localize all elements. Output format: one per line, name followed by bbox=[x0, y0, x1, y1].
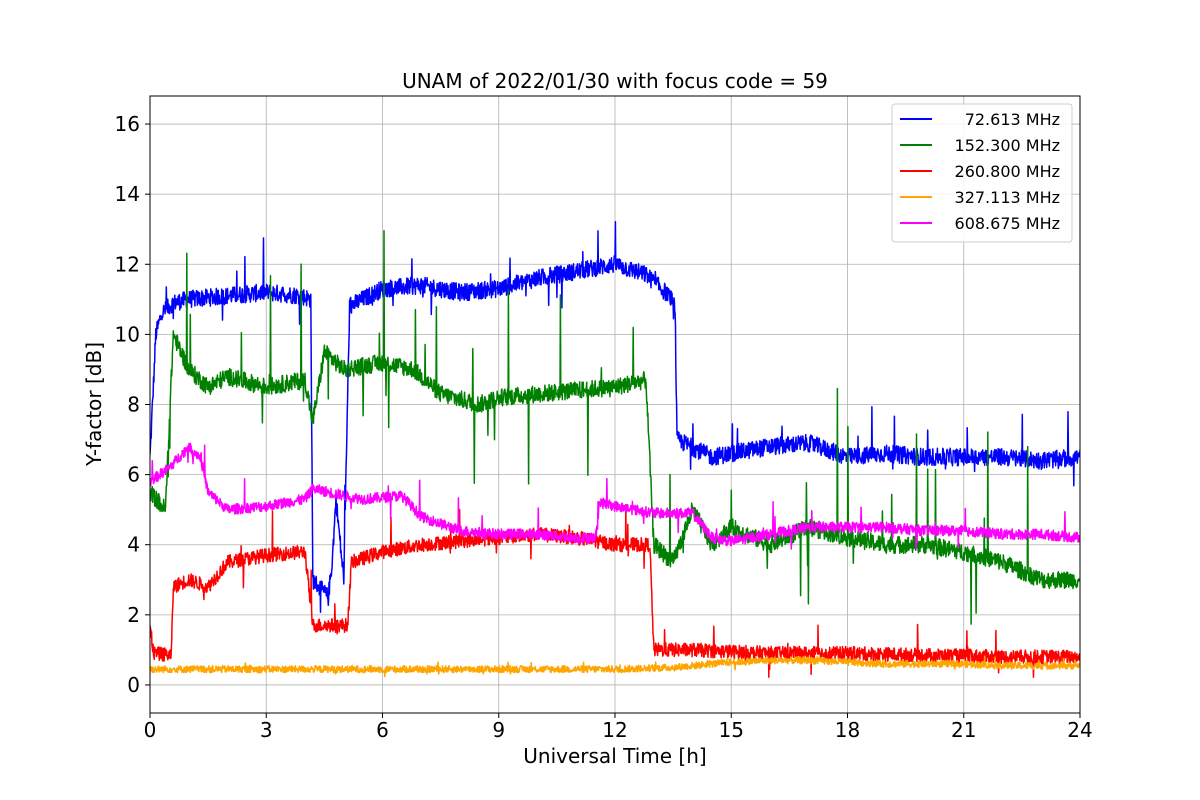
series-lines bbox=[150, 221, 1080, 679]
x-tick-label: 3 bbox=[260, 718, 273, 742]
y-tick-label: 16 bbox=[115, 112, 140, 136]
x-axis-label: Universal Time [h] bbox=[523, 744, 706, 768]
y-tick-label: 0 bbox=[127, 673, 140, 697]
legend-label: 608.675 MHz bbox=[955, 214, 1060, 233]
y-tick-label: 4 bbox=[127, 533, 140, 557]
chart-title: UNAM of 2022/01/30 with focus code = 59 bbox=[402, 69, 828, 93]
y-tick-label: 10 bbox=[115, 322, 140, 346]
x-tick-label: 21 bbox=[951, 718, 976, 742]
x-tick-label: 6 bbox=[376, 718, 389, 742]
series-line-0 bbox=[150, 221, 1080, 614]
y-tick-label: 14 bbox=[115, 182, 140, 206]
legend-label: 260.800 MHz bbox=[955, 162, 1060, 181]
series-line-1 bbox=[150, 230, 1080, 625]
y-tick-label: 2 bbox=[127, 603, 140, 627]
x-tick-label: 15 bbox=[719, 718, 744, 742]
y-tick-label: 12 bbox=[115, 252, 140, 276]
x-tick-label: 24 bbox=[1067, 718, 1092, 742]
series-line-3 bbox=[150, 655, 1080, 678]
x-tick-label: 12 bbox=[602, 718, 627, 742]
y-tick-label: 6 bbox=[127, 463, 140, 487]
legend-label: 72.613 MHz bbox=[965, 110, 1060, 129]
y-axis-label: Y-factor [dB] bbox=[82, 342, 106, 467]
legend-label: 327.113 MHz bbox=[955, 188, 1060, 207]
legend-label: 152.300 MHz bbox=[955, 136, 1060, 155]
series-line-2 bbox=[150, 504, 1080, 679]
x-tick-label: 9 bbox=[492, 718, 505, 742]
x-tick-label: 0 bbox=[144, 718, 157, 742]
legend: 72.613 MHz 152.300 MHz 260.800 MHz 327.113 … bbox=[891, 103, 1073, 243]
x-tick-label: 18 bbox=[835, 718, 860, 742]
y-tick-label: 8 bbox=[127, 393, 140, 417]
series-line-4 bbox=[150, 442, 1080, 550]
legend-box bbox=[891, 103, 1073, 243]
